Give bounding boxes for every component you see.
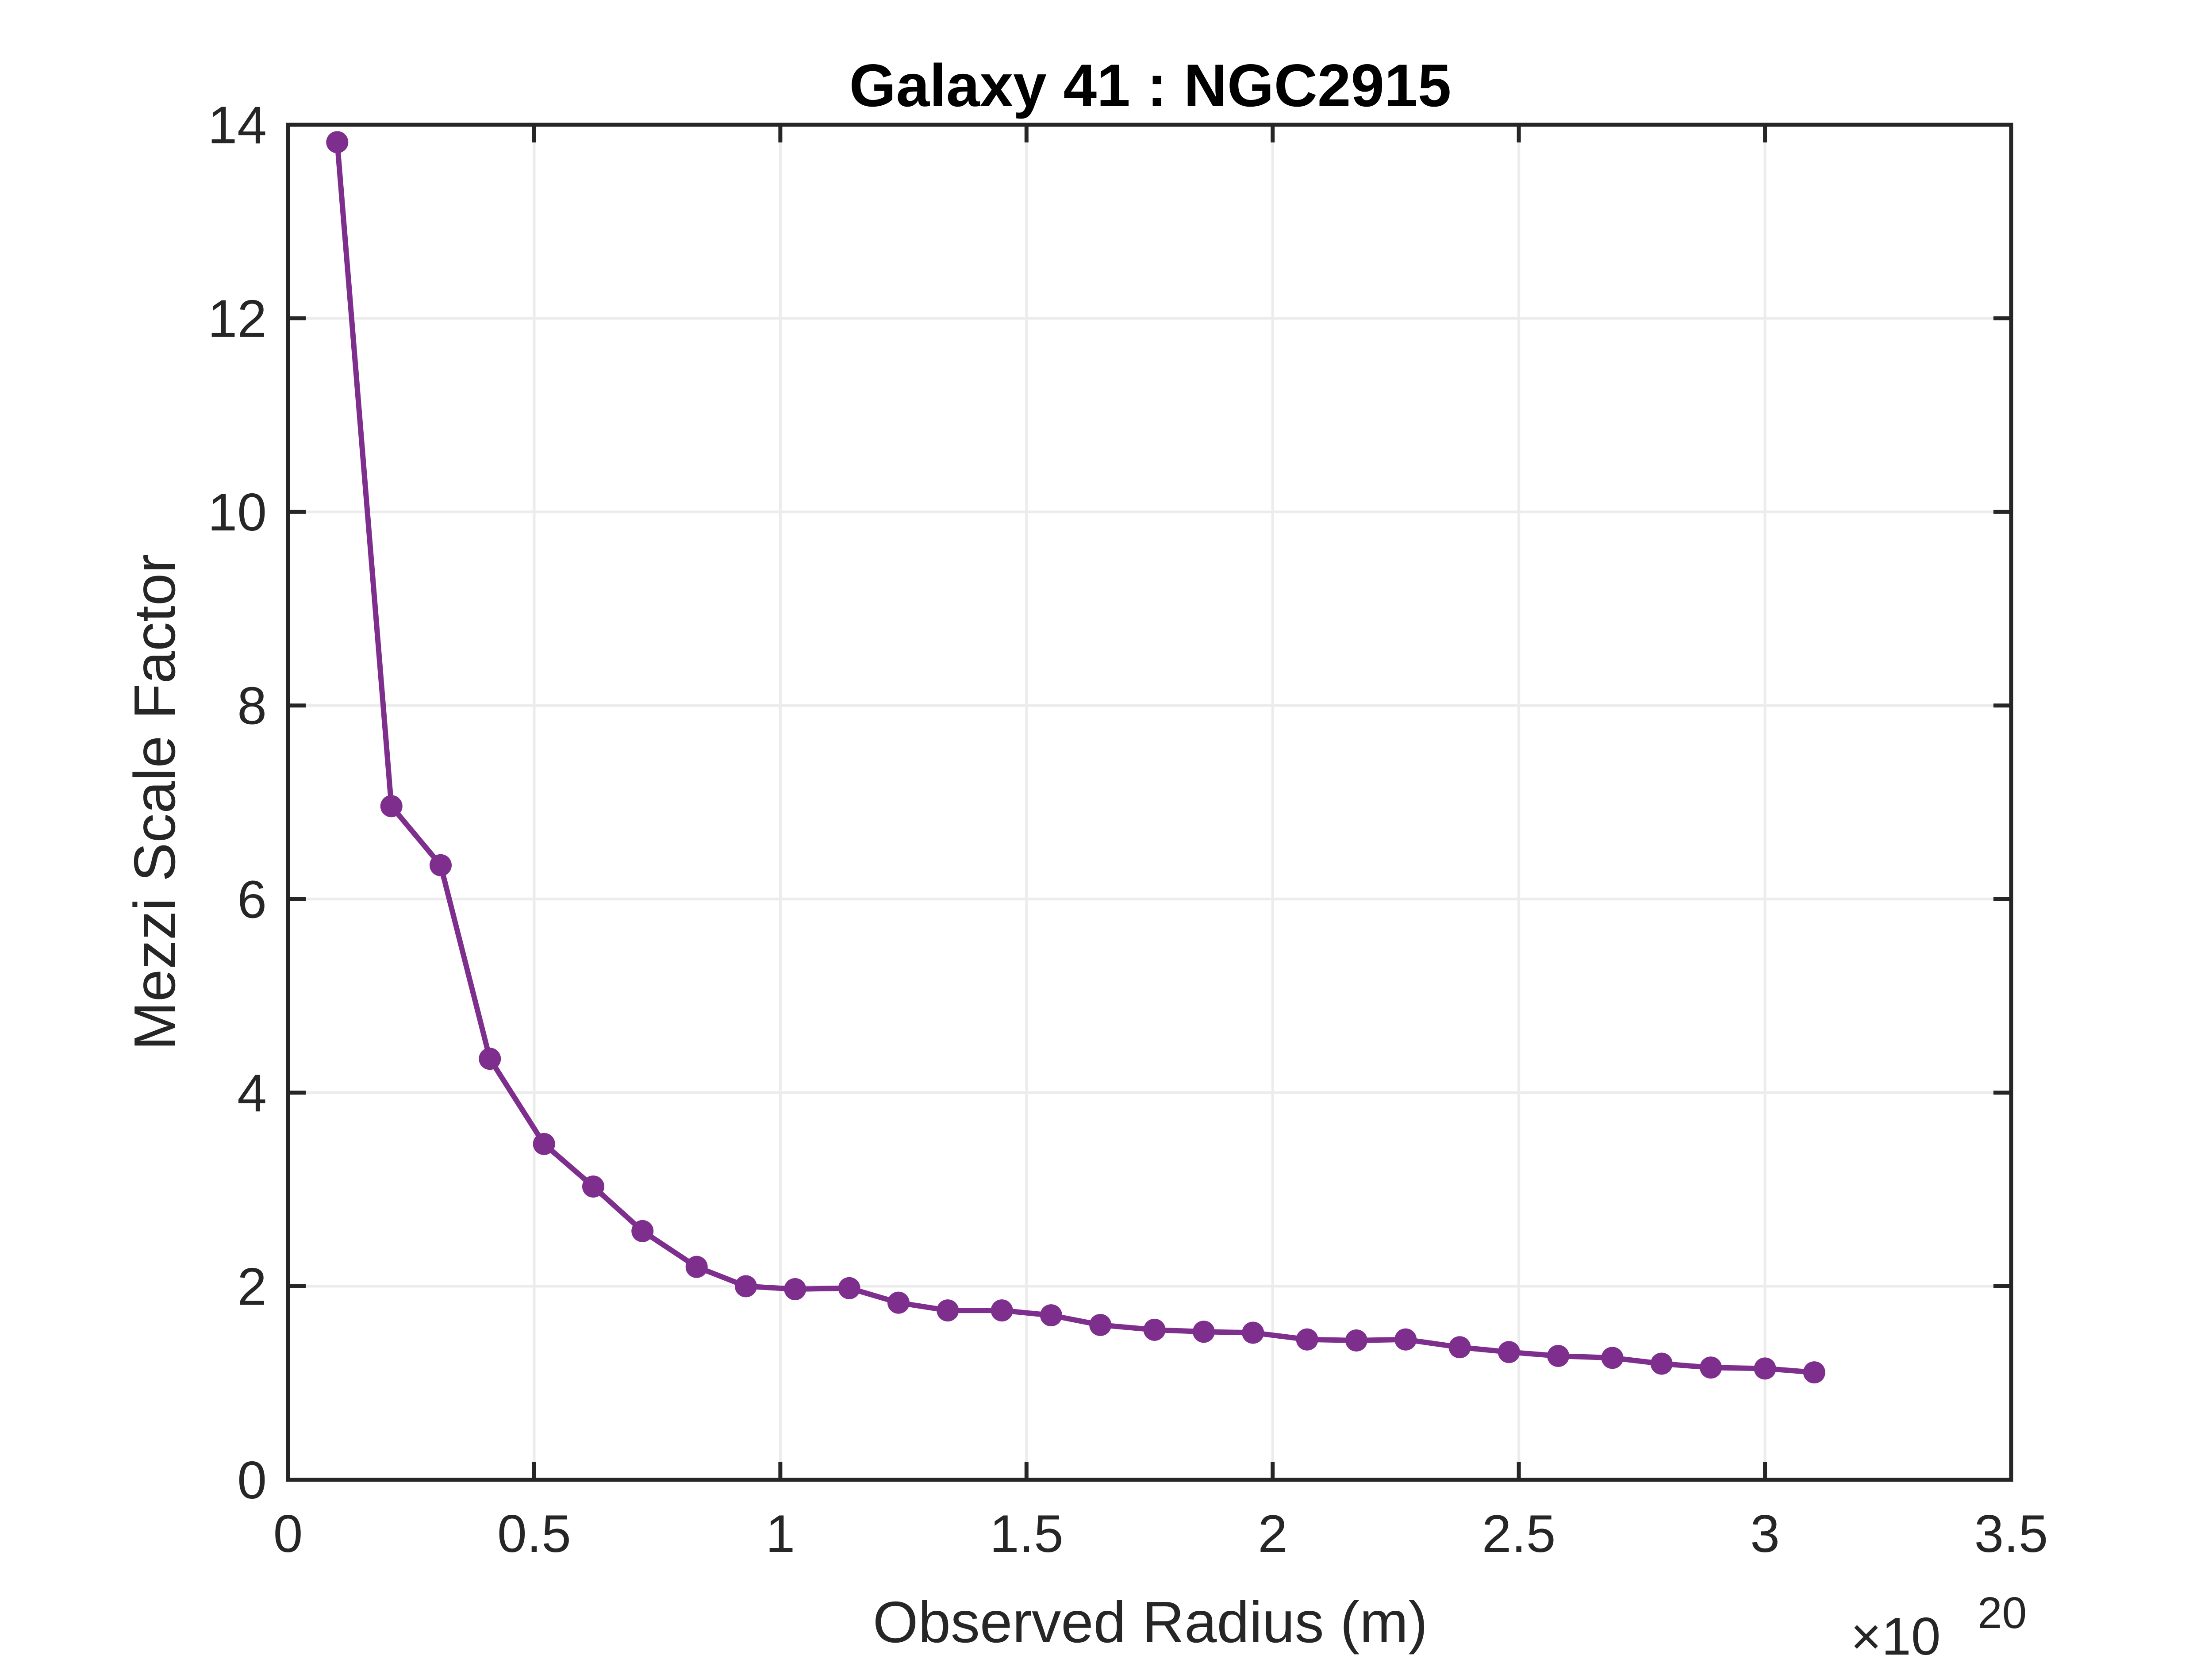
plot-area-border — [286, 123, 2013, 1482]
y-tick-labels: 0 2 4 6 8 10 12 14 — [208, 96, 267, 1510]
plot-area-background — [288, 125, 2011, 1480]
y-tick-label: 4 — [237, 1064, 267, 1123]
x-axis-exponent-power: 20 — [1978, 1588, 2027, 1638]
data-point — [784, 1278, 806, 1300]
data-point — [887, 1291, 910, 1314]
data-point — [380, 795, 403, 818]
x-axis-label: Observed Radius (m) — [873, 1590, 1428, 1655]
data-point — [479, 1048, 501, 1070]
data-point — [1345, 1329, 1367, 1352]
data-point — [685, 1256, 708, 1278]
y-tick-label: 6 — [237, 870, 267, 929]
data-point — [1192, 1321, 1215, 1343]
y-tick-label: 0 — [237, 1451, 267, 1510]
x-axis-exponent: ×10 20 — [1851, 1588, 2027, 1659]
data-point — [429, 854, 452, 876]
y-tick-label: 10 — [208, 483, 267, 542]
y-axis-label: Mezzi Scale Factor — [122, 554, 187, 1050]
x-tick-labels: 0 0.5 1 1.5 2 2.5 3 3.5 — [273, 1504, 2048, 1563]
data-point — [1754, 1357, 1776, 1380]
y-tick-label: 14 — [208, 96, 267, 155]
data-point — [1700, 1356, 1722, 1379]
x-tick-label: 3.5 — [1974, 1504, 2048, 1563]
data-point — [991, 1299, 1013, 1322]
data-point — [1498, 1341, 1520, 1363]
x-tick-label: 0 — [273, 1504, 303, 1563]
axis-ticks — [286, 123, 2013, 1482]
data-point — [582, 1175, 604, 1198]
data-point — [1242, 1321, 1264, 1344]
data-point — [1089, 1313, 1112, 1336]
data-series — [326, 131, 1825, 1384]
data-point — [937, 1299, 959, 1322]
data-point — [631, 1220, 654, 1242]
data-point — [1143, 1318, 1166, 1341]
data-point — [1040, 1304, 1062, 1327]
grid-lines — [288, 125, 2011, 1480]
data-point — [1448, 1336, 1471, 1359]
data-point — [1296, 1328, 1318, 1351]
data-point — [1803, 1361, 1825, 1384]
data-point — [326, 131, 349, 154]
data-point — [533, 1133, 555, 1155]
data-point — [734, 1275, 757, 1298]
x-tick-label: 2 — [1258, 1504, 1287, 1563]
data-point — [838, 1277, 860, 1299]
x-tick-label: 1 — [765, 1504, 795, 1563]
x-tick-label: 2.5 — [1482, 1504, 1556, 1563]
x-axis-exponent-base: ×10 — [1851, 1607, 1941, 1659]
data-point — [1601, 1347, 1624, 1369]
x-tick-label: 1.5 — [990, 1504, 1064, 1563]
chart-title: Galaxy 41 : NGC2915 — [849, 52, 1452, 119]
data-point — [1394, 1328, 1417, 1351]
data-point — [1547, 1344, 1570, 1367]
data-point — [1650, 1352, 1673, 1375]
y-tick-label: 2 — [237, 1257, 267, 1316]
x-tick-label: 3 — [1750, 1504, 1780, 1563]
y-tick-label: 8 — [237, 676, 267, 736]
x-tick-label: 0.5 — [497, 1504, 571, 1563]
y-tick-label: 12 — [208, 289, 267, 349]
